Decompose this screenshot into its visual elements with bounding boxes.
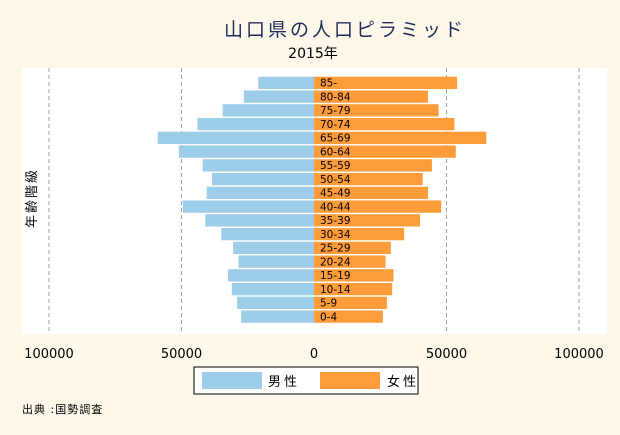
bar-male-55-59 (202, 159, 314, 172)
age-label-35-39: 35-39 (320, 215, 351, 227)
bar-male-5-9 (237, 296, 314, 310)
bar-male-30-34 (221, 227, 314, 241)
age-label-60-64: 60-64 (320, 146, 351, 158)
bar-female-80-84 (314, 90, 428, 103)
x-tick-label: 100000 (24, 347, 74, 362)
age-label-75-79: 75-79 (320, 105, 351, 117)
age-label-5-9: 5-9 (320, 298, 337, 310)
bar-female-25-29 (314, 241, 391, 255)
bar-male-70-74 (197, 117, 314, 131)
bar-female-85- (314, 76, 458, 90)
x-tick-label: 50000 (426, 347, 467, 362)
age-label-70-74: 70-74 (320, 119, 351, 131)
bar-male-50-54 (211, 172, 314, 186)
x-tick-label: 100000 (554, 347, 604, 362)
bar-male-75-79 (222, 104, 314, 117)
bar-female-35-39 (314, 214, 420, 227)
legend: 男性 女性 (193, 366, 419, 395)
bar-female-50-54 (314, 172, 423, 186)
bar-female-55-59 (314, 159, 432, 172)
age-label-25-29: 25-29 (320, 243, 351, 255)
age-label-40-44: 40-44 (320, 201, 351, 213)
chart-title: 山口県の人口ピラミッド (224, 19, 466, 41)
x-tick-label: 0 (310, 347, 318, 362)
chart-subtitle: 2015年 (288, 46, 338, 62)
bar-female-65-69 (314, 131, 487, 145)
bar-male-15-19 (227, 269, 314, 282)
bar-female-75-79 (314, 104, 439, 117)
bar-female-5-9 (314, 296, 387, 310)
bar-male-45-49 (206, 186, 314, 200)
age-label-15-19: 15-19 (320, 270, 351, 282)
age-label-65-69: 65-69 (320, 133, 351, 145)
bar-male-80-84 (243, 90, 314, 103)
bar-female-20-24 (314, 255, 386, 268)
x-tick-label: 50000 (161, 347, 202, 362)
age-label-50-54: 50-54 (320, 174, 351, 186)
grid-lines (48, 68, 580, 334)
bar-male-20-24 (238, 255, 314, 268)
bar-male-25-29 (233, 241, 314, 255)
bar-female-0-4 (314, 310, 383, 323)
bars-group (157, 76, 487, 323)
bar-female-45-49 (314, 186, 428, 200)
bar-male-35-39 (205, 214, 314, 227)
age-label-30-34: 30-34 (320, 229, 351, 241)
bar-male-65-69 (157, 131, 314, 145)
bar-female-30-34 (314, 227, 405, 241)
bar-male-40-44 (182, 200, 314, 213)
y-axis-title: 年齢階級 (25, 168, 40, 228)
bar-male-85- (258, 76, 314, 90)
age-label-10-14: 10-14 (320, 284, 351, 296)
age-label-45-49: 45-49 (320, 188, 351, 200)
bar-male-60-64 (178, 145, 314, 158)
bar-female-15-19 (314, 269, 394, 282)
bar-female-40-44 (314, 200, 442, 213)
age-label-0-4: 0-4 (320, 311, 337, 323)
legend-male-label: 男性 (268, 375, 300, 390)
x-tick-labels-group: 100000 50000 0 50000 100000 (24, 347, 604, 362)
legend-male-swatch (202, 372, 262, 389)
age-label-80-84: 80-84 (320, 91, 351, 103)
bar-male-10-14 (231, 282, 314, 296)
age-label-20-24: 20-24 (320, 256, 351, 268)
legend-female-label: 女性 (387, 374, 419, 390)
source-note: 出典 :国勢調査 (22, 402, 103, 416)
age-label-85-: 85- (320, 78, 337, 90)
age-label-55-59: 55-59 (320, 160, 351, 172)
bar-female-10-14 (314, 282, 393, 296)
bar-female-70-74 (314, 117, 455, 131)
bar-male-0-4 (241, 310, 314, 323)
legend-female-swatch (320, 372, 380, 389)
bar-female-60-64 (314, 145, 456, 158)
